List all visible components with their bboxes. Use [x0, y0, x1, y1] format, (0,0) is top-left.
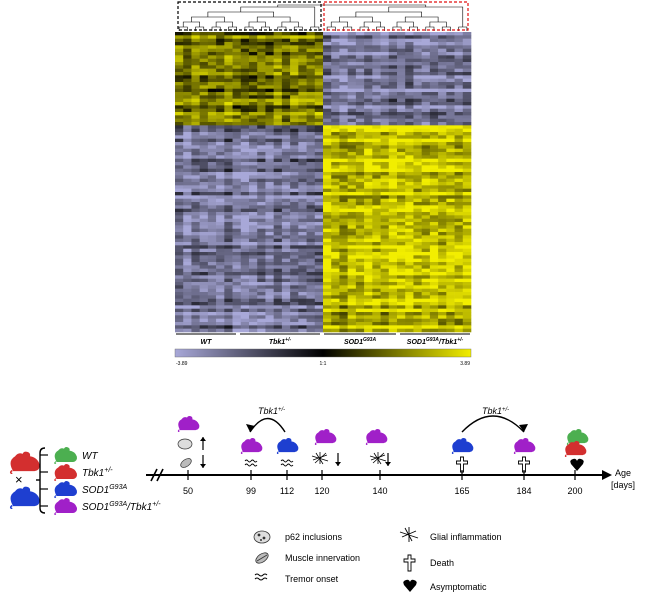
scale-min-label: -3.89 — [176, 361, 188, 367]
parent-mouse-sod1 — [9, 486, 40, 509]
legend-item-p62: p62 inclusions — [253, 530, 343, 544]
mouse-icon — [54, 463, 78, 481]
mouse-icon — [54, 480, 78, 498]
heatmap-figure: WT Tbk1+/- SOD1G93A SOD1G93A/Tbk1+/- -3.… — [174, 1, 472, 367]
cross-symbol: × — [15, 472, 23, 487]
tremor-icon — [244, 459, 258, 467]
group-label-bar: WT Tbk1+/- SOD1G93A SOD1G93A/Tbk1+/- — [176, 333, 470, 346]
legend-item-muscle: Muscle innervation — [255, 552, 360, 564]
mouse-icon — [177, 415, 200, 432]
disease-timeline: × WT Tbk1+/- SOD1G93A SOD1G93A/Tbk1+/- 50 99… — [9, 406, 635, 592]
p62-inclusion-icon — [177, 438, 193, 450]
legend-label: Death — [430, 558, 454, 568]
group-label-sod1-tbk1: SOD1G93A/Tbk1+/- — [407, 337, 464, 346]
genotype-label: WT — [82, 451, 98, 462]
mouse-icon — [451, 437, 474, 454]
legend-item-asymptomatic: Asymptomatic — [403, 579, 487, 592]
cross-icon — [518, 456, 530, 473]
tbk1-effect-arc-late: Tbk1+/- — [461, 406, 528, 433]
legend-label: Asymptomatic — [430, 582, 487, 592]
tick-label: 120 — [314, 486, 329, 496]
tick-label: 50 — [183, 486, 193, 496]
mouse-icon — [365, 428, 388, 445]
axis-arrowhead — [602, 470, 612, 480]
legend: p62 inclusions Muscle innervation Tremor… — [253, 527, 502, 592]
tremor-icon — [254, 573, 268, 581]
legend-label: Tremor onset — [285, 574, 339, 584]
group-label-sod1: SOD1G93A — [344, 337, 377, 346]
legend-item-death: Death — [403, 554, 454, 572]
mouse-icon — [240, 437, 263, 454]
scale-mid-label: 1:1 — [320, 361, 327, 367]
legend-label: Muscle innervation — [285, 553, 360, 563]
heart-icon — [570, 458, 584, 471]
glial-icon — [399, 527, 419, 542]
group-label-tbk1: Tbk1+/- — [269, 337, 292, 346]
tick-label: 184 — [516, 486, 531, 496]
offspring-genotype: SOD1G93A/Tbk1+/- — [40, 497, 161, 515]
mouse-icon — [513, 437, 536, 454]
parent-mouse-tbk1 — [9, 451, 40, 474]
color-scale-bar — [174, 348, 472, 358]
group-label-wt: WT — [201, 339, 213, 346]
offspring-genotype: WT — [40, 446, 98, 464]
tick-label: 200 — [567, 486, 582, 496]
axis-break-mark — [156, 468, 164, 482]
glial-icon — [311, 452, 329, 465]
age-axis: 50 99 112 120 140 165 184 200 Age [days] — [146, 468, 635, 496]
mouse-icon — [314, 428, 337, 445]
legend-item-glial: Glial inflammation — [399, 527, 502, 542]
tbk1-effect-arc-early: Tbk1+/- — [246, 406, 286, 433]
cross-icon — [456, 456, 468, 473]
tick-label: 165 — [454, 486, 469, 496]
scale-max-label: 3.89 — [460, 361, 470, 367]
axis-break-mark — [150, 468, 158, 482]
mouse-icon — [276, 437, 299, 454]
mouse-icon — [54, 446, 78, 464]
mouse-icon — [54, 497, 78, 515]
breeding-scheme: × WT Tbk1+/- SOD1G93A SOD1G93A/Tbk1+/- — [9, 446, 161, 515]
cross-icon — [403, 554, 416, 572]
offspring-genotype: Tbk1+/- — [40, 463, 113, 481]
tbk1-arc-label: Tbk1+/- — [482, 406, 509, 416]
glial-icon — [369, 452, 387, 465]
axis-label: Age — [615, 468, 631, 478]
genotype-label: Tbk1+/- — [82, 467, 113, 479]
genotype-label: SOD1G93A/Tbk1+/- — [82, 501, 161, 513]
tick-label: 112 — [280, 486, 294, 496]
tick-label: 140 — [372, 486, 387, 496]
cluster-box-right — [323, 1, 469, 31]
tbk1-arc-label: Tbk1+/- — [258, 406, 285, 416]
mouse-icon — [564, 440, 587, 457]
muscle-innervation-icon — [180, 458, 192, 468]
heart-icon — [403, 579, 417, 592]
offspring-bracket — [39, 447, 46, 514]
axis-unit: [days] — [611, 480, 635, 490]
heatmap-matrix — [175, 32, 472, 333]
p62-inclusion-icon — [253, 530, 271, 544]
dendrogram — [178, 4, 468, 31]
tick-label: 99 — [246, 486, 256, 496]
tremor-icon — [280, 459, 294, 467]
genotype-label: SOD1G93A — [82, 484, 127, 496]
cluster-box-left — [177, 1, 322, 31]
legend-item-tremor: Tremor onset — [254, 573, 339, 584]
legend-label: Glial inflammation — [430, 532, 502, 542]
offspring-genotype: SOD1G93A — [40, 480, 127, 498]
legend-label: p62 inclusions — [285, 532, 343, 542]
